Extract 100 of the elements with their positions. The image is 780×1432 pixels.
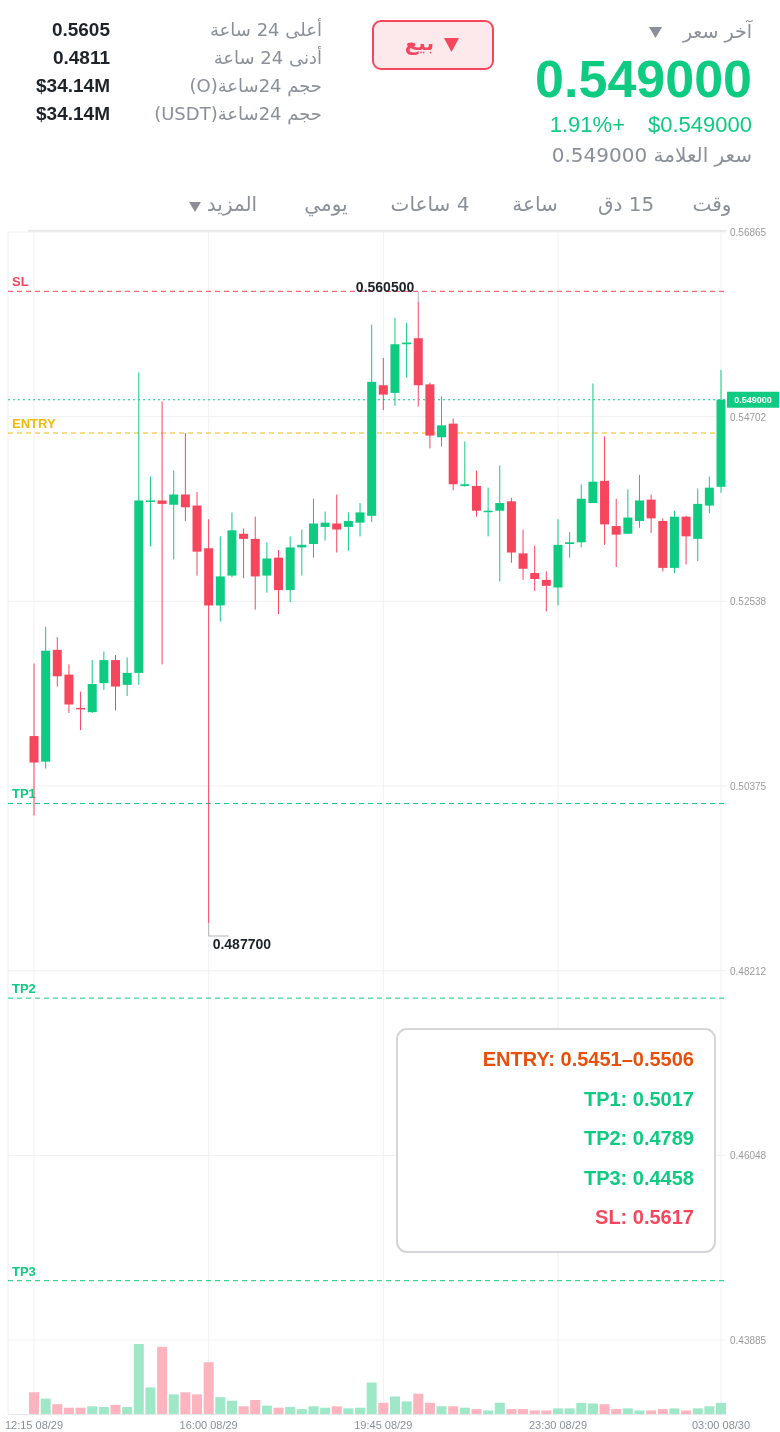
bar: [261, 1405, 272, 1414]
bar: [587, 1403, 598, 1414]
x-tick-label: 16:00 08/29: [179, 1419, 238, 1431]
bar: [122, 1407, 133, 1414]
text: 0.5605: [51, 19, 110, 42]
sell-button: بيع: [372, 20, 494, 70]
bar: [389, 1396, 400, 1414]
y-tick-label: 0.52538: [730, 596, 767, 608]
bar: [669, 1408, 680, 1414]
bar: [448, 1406, 459, 1414]
text: آخر سعر: [682, 20, 752, 43]
annotation: 0.487700: [212, 936, 272, 953]
candlestick: [122, 657, 132, 697]
x-tick-label: 12:15 08/29: [4, 1419, 64, 1431]
candlestick: [343, 511, 353, 552]
text: 1.91%+: [549, 112, 625, 139]
x-tick-label: 03:00 08/30: [691, 1419, 751, 1431]
y-tick-label: 0.43885: [730, 1335, 767, 1346]
y-tick-label: 0.54702: [730, 411, 767, 423]
bar: [63, 1407, 74, 1414]
bar: [320, 1407, 331, 1414]
bar: [471, 1409, 482, 1414]
text: حجم 24ساعة(USDT): [154, 103, 322, 125]
y-tick-label: 0.46048: [730, 1150, 767, 1162]
bar: [98, 1407, 109, 1414]
candlestick: [262, 541, 272, 594]
bar: [506, 1409, 517, 1414]
bar: [180, 1392, 191, 1414]
bar: [192, 1394, 203, 1414]
text: أدنى 24 ساعة: [213, 47, 322, 69]
bar: [87, 1406, 98, 1414]
ref-line-label: TP1: [12, 786, 36, 802]
y-tick-label: 0.50375: [730, 781, 767, 792]
x-tick-label: 19:45 08/29: [354, 1419, 413, 1431]
candlestick: [541, 570, 551, 612]
candlestick: [530, 545, 540, 592]
ref-line-label: 0.549000: [734, 395, 772, 406]
text: $34.14M: [36, 75, 110, 98]
annotation: 0.560500: [355, 278, 415, 295]
annotation: ENTRY: 0.5451–0.5506: [482, 1048, 694, 1070]
ref-line-label: TP3: [12, 1263, 36, 1279]
annotation: TP1: 0.5017: [583, 1087, 694, 1110]
text: يومي: [304, 192, 348, 216]
bar: [226, 1400, 237, 1414]
text: 4 ساعات: [390, 192, 470, 216]
candlestick: [145, 476, 155, 548]
bar: [75, 1407, 86, 1414]
candlestick: [634, 474, 644, 529]
bar: [52, 1404, 63, 1414]
candlestick: [169, 470, 179, 560]
bar: [459, 1407, 470, 1414]
x-tick-label: 23:30 08/29: [528, 1419, 588, 1431]
bar: [366, 1382, 377, 1414]
candlestick: [239, 528, 249, 579]
bar: [657, 1409, 668, 1414]
bar: [157, 1346, 168, 1414]
candlestick: [320, 511, 330, 542]
text: 0.549000: [535, 49, 752, 110]
bar: [285, 1407, 296, 1414]
annotation: SL: 0.5617: [595, 1206, 694, 1228]
y-tick-label: 0.48212: [730, 965, 767, 977]
candlestick: [623, 488, 633, 535]
bar: [343, 1408, 354, 1414]
text: ساعة: [512, 192, 558, 216]
bar: [203, 1362, 214, 1414]
candlestick: [565, 531, 575, 559]
candlestick: [157, 400, 167, 665]
bar: [494, 1402, 505, 1414]
bar: [436, 1406, 447, 1414]
candlestick: [518, 528, 528, 581]
ref-line-label: SL: [12, 274, 29, 290]
text: وقت: [692, 192, 732, 216]
bar: [331, 1406, 342, 1414]
bar: [215, 1397, 226, 1414]
candlestick: [99, 651, 109, 691]
bar: [716, 1402, 726, 1414]
bar: [110, 1404, 121, 1414]
bar: [552, 1408, 563, 1414]
candlestick: [611, 498, 621, 568]
bar: [273, 1407, 284, 1414]
y-tick-label: 0.56865: [730, 227, 767, 238]
text: المزيد: [206, 192, 258, 216]
ref-line-label: TP2: [12, 981, 36, 997]
text: حجم 24ساعة(O): [189, 75, 322, 97]
text: سعر العلامة 0.549000: [551, 143, 752, 167]
candlestick: [355, 502, 365, 537]
candlestick: [460, 441, 470, 488]
bar: [378, 1402, 389, 1414]
candlestick: [681, 515, 691, 565]
bar: [401, 1401, 412, 1414]
bar: [29, 1392, 39, 1414]
ref-line-label: ENTRY: [12, 416, 56, 432]
bar: [355, 1407, 366, 1414]
annotation: TP3: 0.4458: [583, 1166, 694, 1189]
bar: [518, 1409, 529, 1414]
text: أعلى 24 ساعة: [209, 19, 322, 41]
text: 0.4811: [52, 47, 110, 70]
candlestick: [378, 357, 388, 411]
candlestick: [180, 432, 190, 522]
candlestick: [704, 476, 714, 514]
